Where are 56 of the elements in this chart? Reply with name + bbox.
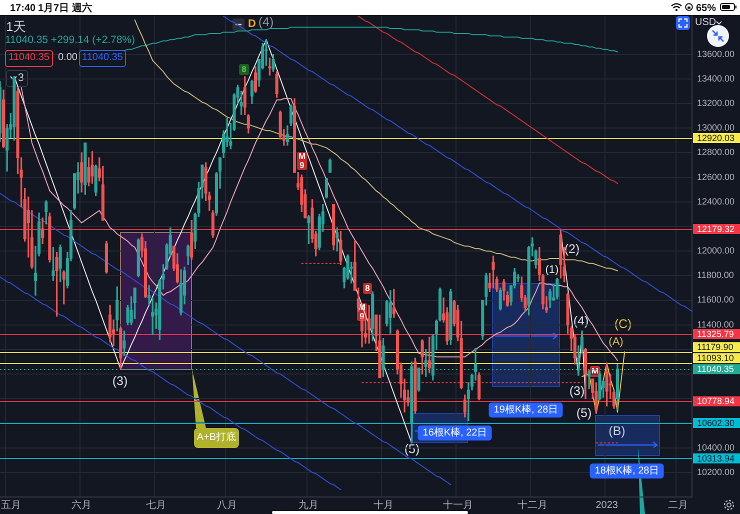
x-tick-label: 十一月 — [442, 498, 473, 511]
x-tick-label: 七月 — [146, 498, 166, 511]
y-tick-label: 13400.00 — [697, 73, 735, 84]
ref-line-label: 12920.03 — [697, 132, 735, 143]
annotation: (5) — [576, 406, 592, 422]
y-tick-label: 13200.00 — [697, 98, 735, 108]
ref-line-label: 11325.79 — [697, 328, 734, 339]
ref-line-label: 10313.94 — [697, 453, 735, 464]
ref-line-label: 11179.90 — [697, 342, 734, 352]
x-tick-label: 八月 — [217, 500, 238, 511]
x-tick-label: 六月 — [72, 498, 92, 511]
annotation: 11040.35 — [5, 50, 53, 67]
x-tick-label: 十二月 — [517, 498, 548, 511]
y-tick-label: 11800.00 — [697, 270, 734, 280]
annotation: D — [248, 18, 256, 32]
annotation: 0.00 — [58, 51, 78, 66]
ref-line-label: 11040.35 — [697, 364, 734, 374]
text: 17:40 — [10, 2, 36, 15]
text: 1月7日 週六 — [38, 2, 93, 15]
text: USD — [695, 16, 716, 30]
annotation: (B) — [608, 424, 626, 440]
x-tick-label: 2023 — [596, 500, 618, 511]
annotation: (1) — [545, 264, 559, 278]
ref-line-label: 11093.10 — [697, 353, 734, 364]
y-tick-label: 13000.00 — [697, 122, 735, 133]
y-tick-label: 12600.00 — [697, 172, 735, 182]
y-tick-label: 10400.00 — [697, 442, 735, 452]
annotation: 11040.35 — [79, 50, 126, 67]
y-tick-label: 13600.00 — [697, 48, 735, 59]
text: 65% — [696, 2, 716, 15]
y-tick-label: 12800.00 — [697, 147, 735, 158]
annotation: (3) — [112, 374, 128, 390]
y-tick-label: 11400.00 — [697, 319, 734, 330]
annotation: 8 — [239, 64, 249, 75]
annotation: 18根K棒, 28日 — [590, 464, 664, 478]
y-tick-label: 11600.00 — [697, 294, 734, 305]
annotation: 19根K棒, 28日 — [488, 402, 564, 418]
y-tick-label: 12400.00 — [697, 196, 735, 206]
y-tick-label: 10200.00 — [697, 466, 735, 477]
annotation: (4) — [258, 15, 274, 31]
text: 11040.35 +299.14 (+2.78%) — [5, 34, 135, 46]
annotation: A+B打底 — [194, 428, 239, 448]
annotation: 9 — [297, 160, 307, 170]
annotation: M — [297, 151, 307, 162]
x-tick-label: 九月 — [298, 498, 319, 511]
ref-line-label: 12179.32 — [697, 224, 735, 234]
x-tick-label: 十月 — [373, 498, 394, 511]
ref-line-label: 10778.94 — [697, 396, 735, 406]
ref-line-label: 10602.30 — [697, 418, 735, 428]
chart-title: 1天 — [6, 18, 26, 36]
x-tick-label: 五月 — [1, 500, 21, 511]
annotation: 8 — [363, 283, 372, 294]
annotation: (3) — [569, 384, 585, 400]
x-tick-label: 二月 — [668, 500, 688, 511]
y-tick-label: 12000.00 — [697, 246, 735, 256]
annotation: (A) — [608, 336, 624, 350]
